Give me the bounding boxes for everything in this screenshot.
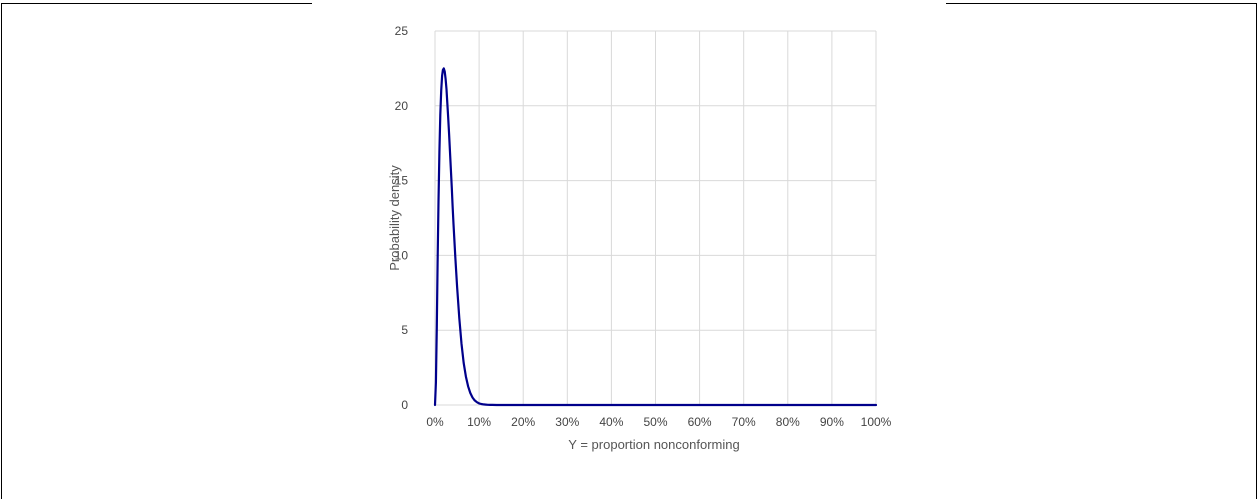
x-tick-label: 90% xyxy=(820,415,844,429)
x-tick-label: 60% xyxy=(688,415,712,429)
y-tick-label: 10 xyxy=(395,248,409,262)
y-tick-label: 20 xyxy=(395,99,409,113)
series-layer xyxy=(433,67,878,407)
x-tick-label: 80% xyxy=(776,415,800,429)
x-tick-label: 100% xyxy=(861,415,892,429)
x-tick-label: 30% xyxy=(555,415,579,429)
grid-layer xyxy=(434,30,877,406)
density-curve xyxy=(433,67,878,407)
x-tick-label: 0% xyxy=(426,415,444,429)
x-tick-label: 20% xyxy=(511,415,535,429)
y-tick-label: 15 xyxy=(395,174,409,188)
frame-top-right-border xyxy=(946,3,1257,4)
y-axis-title: Probability density xyxy=(387,165,402,271)
x-tick-label: 70% xyxy=(732,415,756,429)
x-tick-label: 10% xyxy=(467,415,491,429)
x-axis-title: Y = proportion nonconforming xyxy=(568,437,739,452)
y-tick-labels: 0 5 10 15 20 25 xyxy=(395,24,409,412)
x-tick-label: 50% xyxy=(643,415,667,429)
frame-right-border xyxy=(1256,3,1257,499)
x-tick-label: 40% xyxy=(599,415,623,429)
frame-top-left-border xyxy=(1,3,312,4)
y-tick-label: 25 xyxy=(395,24,409,38)
x-tick-labels: 0% 10% 20% 30% 40% 50% 60% 70% 80% 90% 100% xyxy=(426,415,891,429)
y-tick-label: 5 xyxy=(401,323,408,337)
frame-left-border xyxy=(1,3,2,499)
y-tick-label: 0 xyxy=(401,398,408,412)
